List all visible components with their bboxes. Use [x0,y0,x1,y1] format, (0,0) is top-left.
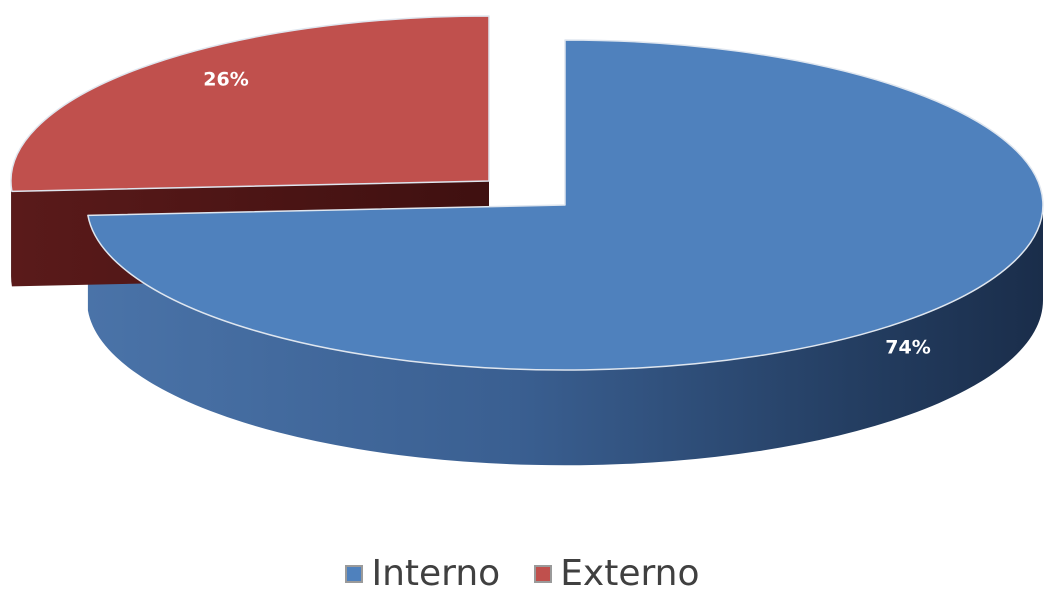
legend: Interno Externo [0,556,1045,592]
legend-label-interno: Interno [371,556,500,592]
data-label-interno: 74% [885,337,930,359]
legend-label-externo: Externo [560,556,699,592]
legend-swatch-interno [345,565,363,583]
legend-item-interno: Interno [345,556,500,592]
legend-swatch-externo [534,565,552,583]
data-label-externo: 26% [203,69,248,91]
pie-slice-externo [11,16,489,191]
legend-item-externo: Externo [534,556,699,592]
